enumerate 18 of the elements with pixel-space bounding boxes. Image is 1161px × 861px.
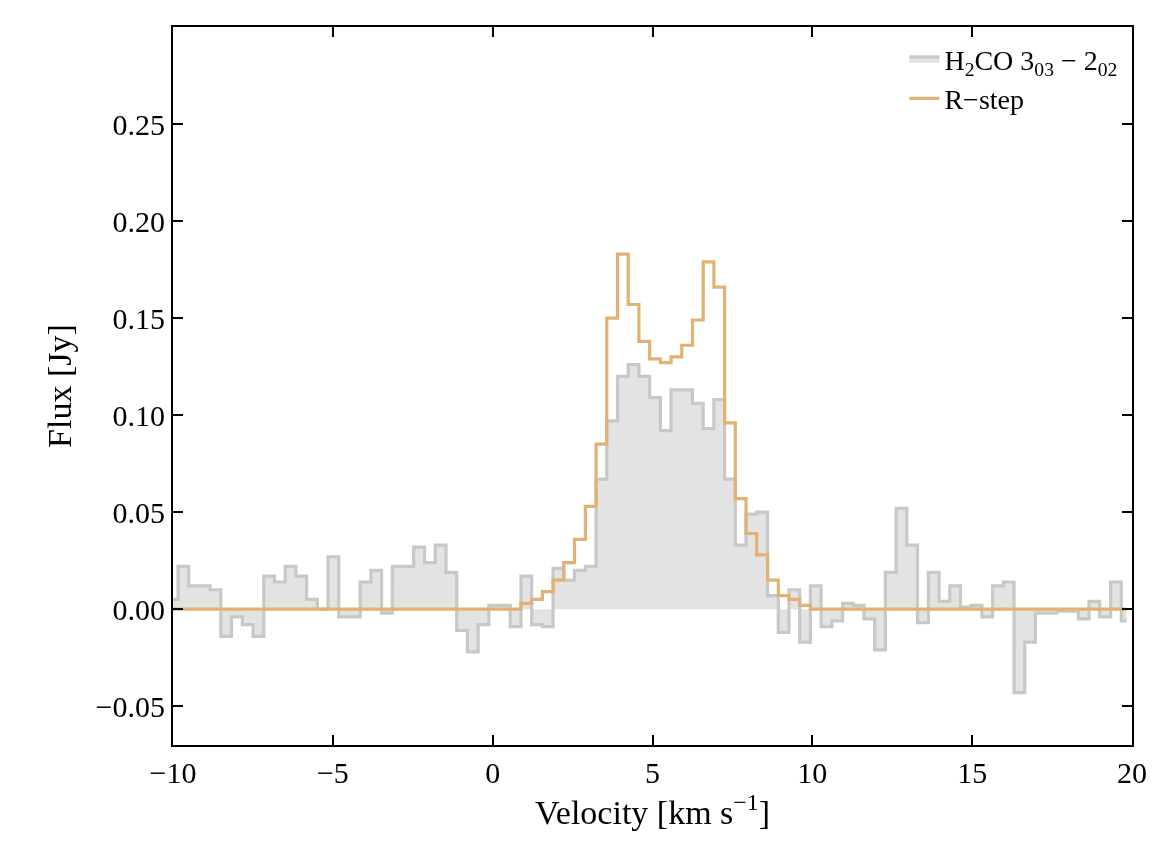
y-tick-label: 0.15 — [112, 301, 165, 335]
y-tick-label: 0.00 — [112, 592, 165, 626]
x-tick-label: 5 — [645, 756, 660, 789]
y-tick-label: 0.10 — [112, 398, 165, 432]
x-axis-title: Velocity [km s$^{−1}$] — [535, 789, 770, 832]
x-tick-label: 20 — [1117, 756, 1147, 789]
y-axis-title: Flux [Jy] — [40, 324, 78, 448]
x-tick-label: 0 — [485, 756, 501, 789]
x-tick-label: 10 — [797, 756, 828, 789]
x-tick-label: 15 — [957, 756, 988, 789]
y-tick-label: 0.20 — [112, 204, 165, 238]
legend-label: R−step — [944, 84, 1024, 116]
y-tick-label: −0.05 — [95, 689, 165, 723]
legend-label: H$_{2}$CO 3$_{03}$ − 2$_{02}$ — [944, 44, 1118, 80]
y-tick-label: 0.05 — [112, 495, 165, 529]
y-tick-label: 0.25 — [112, 107, 165, 141]
x-tick-label: −10 — [149, 756, 197, 789]
x-tick-label: −5 — [316, 756, 349, 789]
